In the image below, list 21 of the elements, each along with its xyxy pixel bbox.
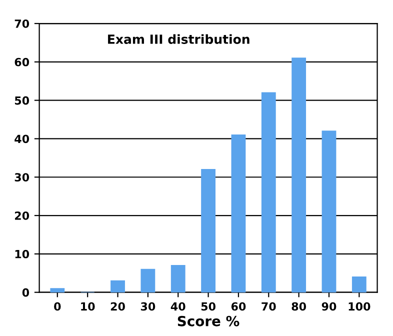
y-tick-label: 60	[14, 58, 30, 66]
y-tick-label: 40	[14, 134, 30, 144]
x-tick-label: 30	[140, 302, 156, 311]
x-axis-title: Score %	[178, 316, 240, 326]
y-tick-label: 20	[14, 211, 30, 220]
x-tick-label: 20	[110, 302, 125, 311]
y-tick-label: 70	[14, 19, 30, 28]
text: Exam III distribution	[108, 34, 250, 44]
x-tick-label: 50	[201, 302, 216, 311]
x-tick-label: 90	[322, 302, 336, 311]
y-tick-label: 0	[22, 288, 30, 297]
x-tick-label: 40	[170, 302, 186, 311]
x-tick-label: 80	[292, 302, 306, 311]
x-tick-label: 0	[54, 302, 61, 311]
x-tick-label: 60	[231, 302, 246, 311]
y-tick-label: 10	[15, 250, 30, 258]
x-tick-label: 100	[348, 302, 370, 311]
x-tick-label: 70	[262, 302, 276, 311]
y-tick-label: 50	[14, 96, 30, 105]
x-tick-label: 10	[81, 302, 95, 311]
y-tick-label: 30	[14, 173, 30, 182]
